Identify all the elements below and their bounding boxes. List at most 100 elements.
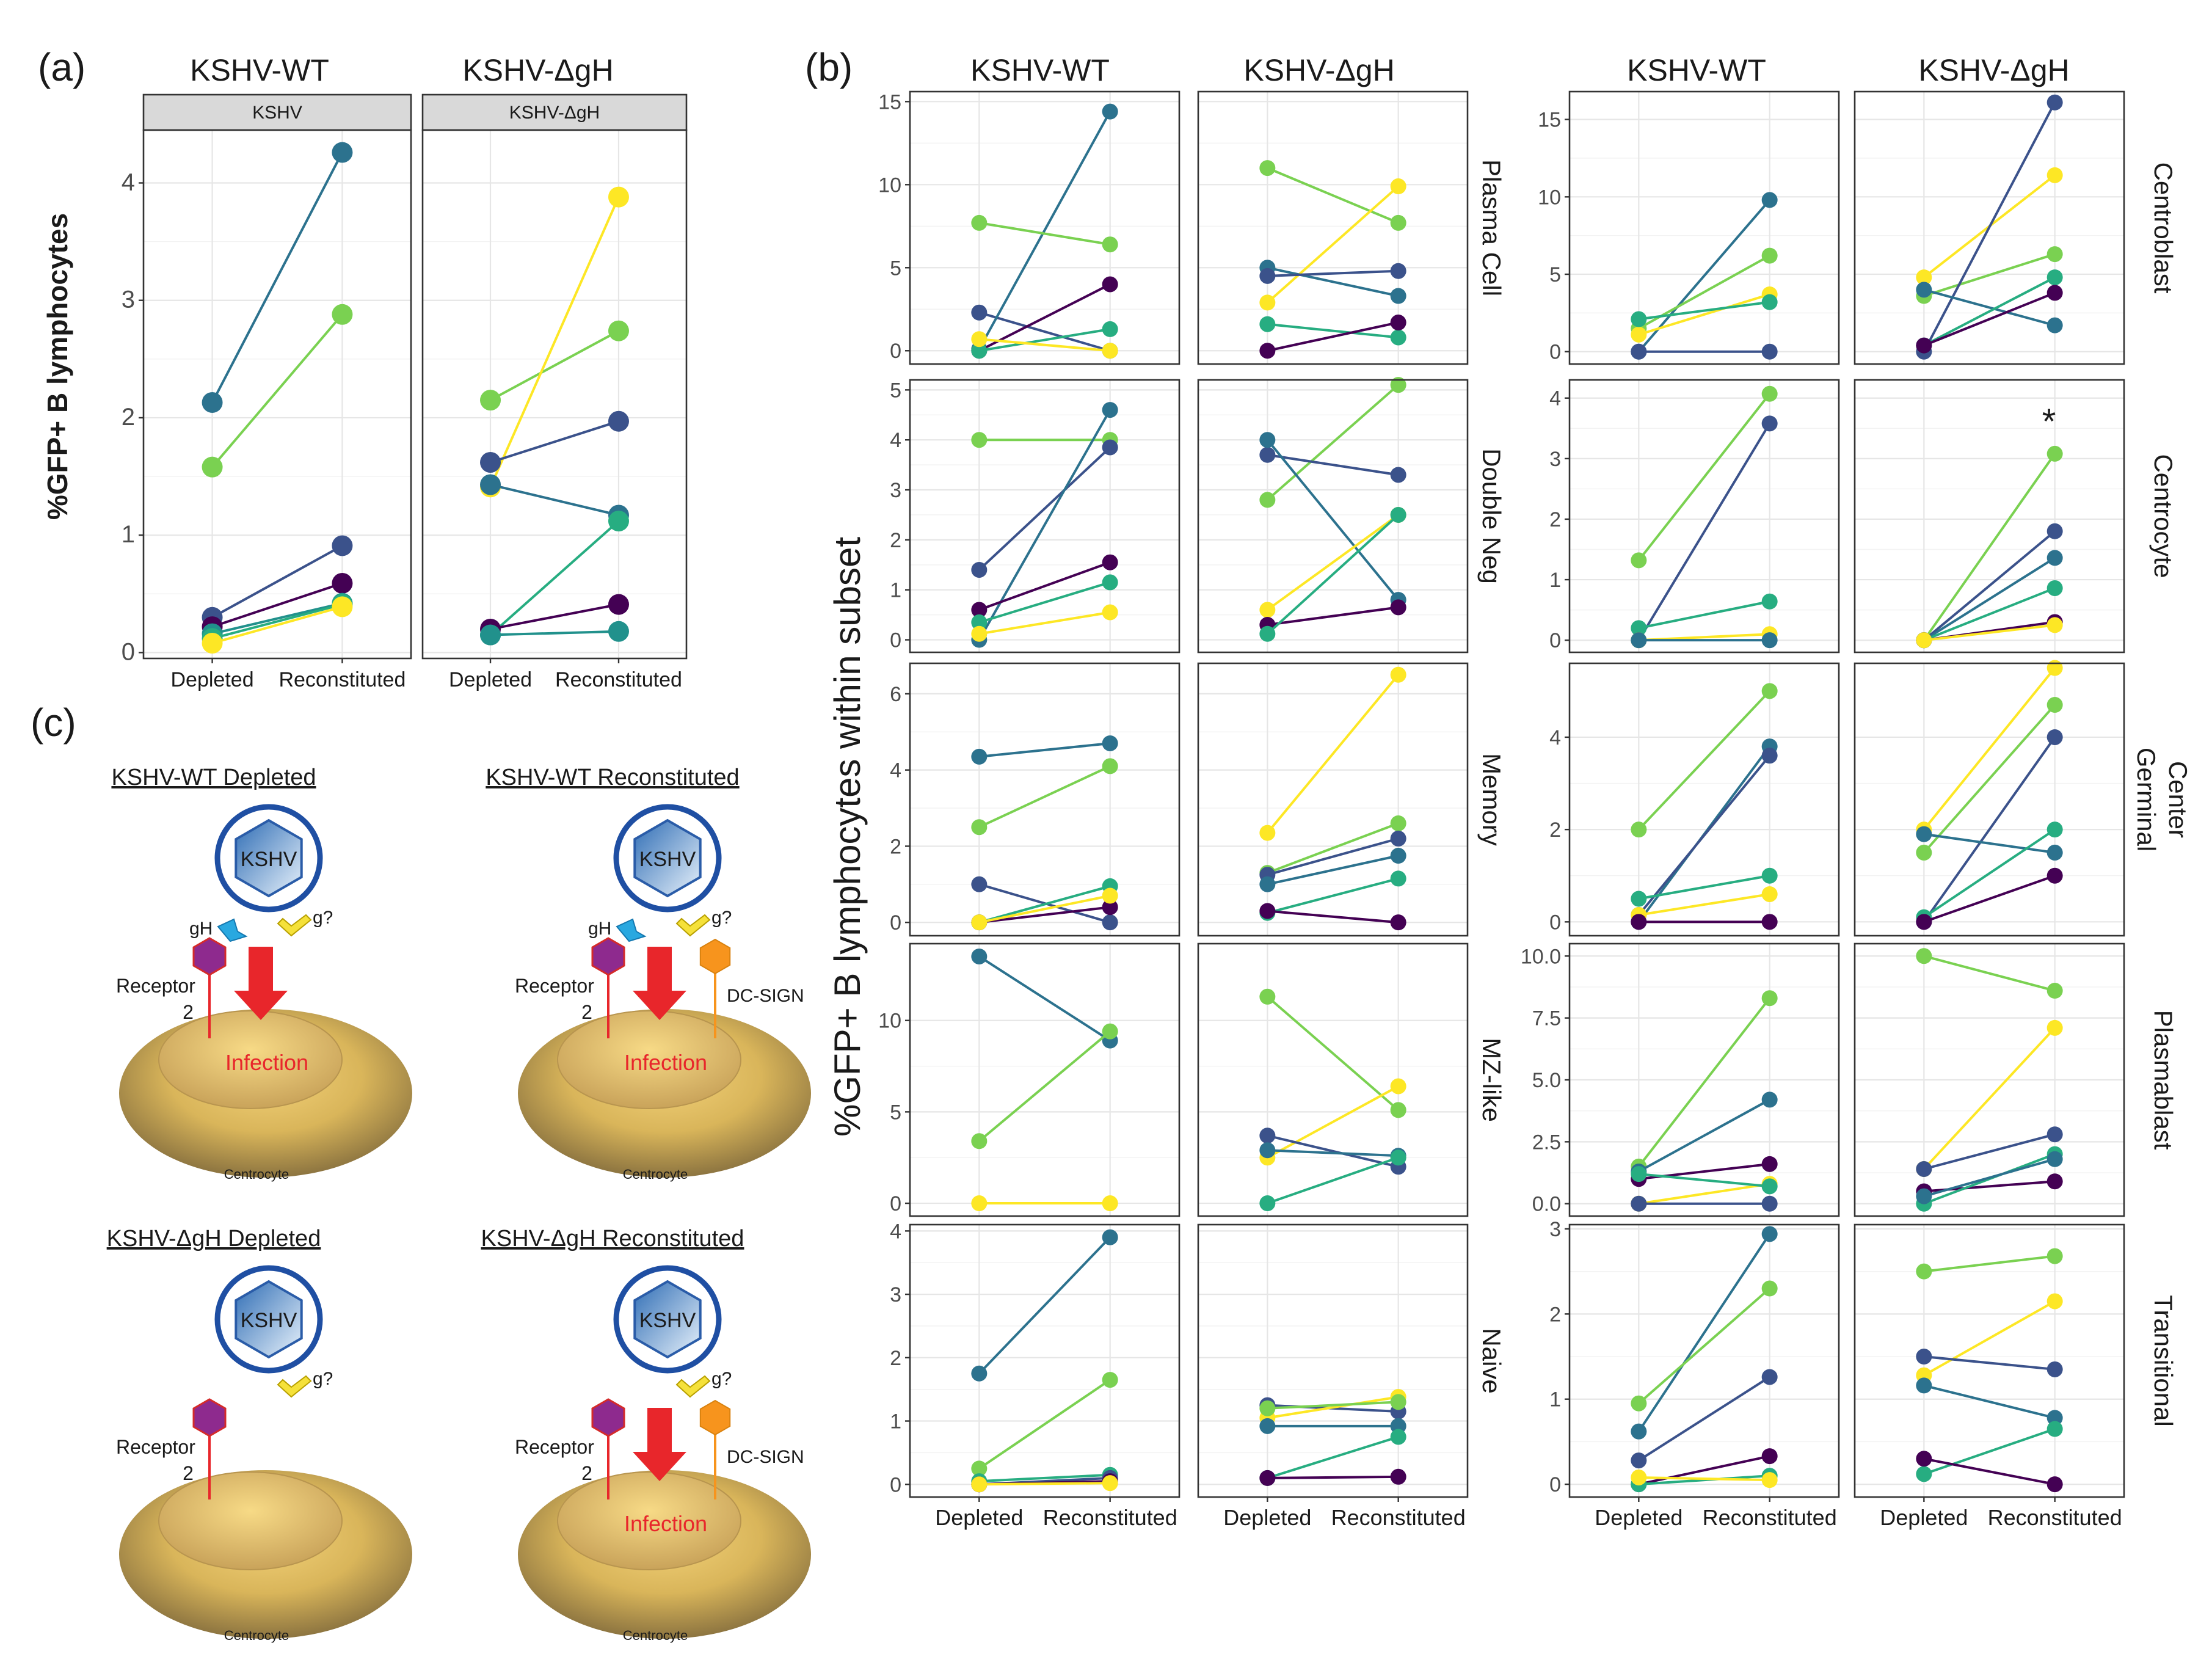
panel-a-y-axis-label: %GFP+ B lymphocytes [42, 213, 73, 520]
series-line [1638, 1288, 1770, 1405]
left-row-label: Naive [1477, 1328, 1506, 1393]
series-line [1637, 1233, 1771, 1432]
gh-label: gH [189, 919, 213, 939]
data-point-reconstituted [1102, 1195, 1118, 1212]
right-row-label: Center [2164, 761, 2192, 838]
series-line [1639, 1182, 1770, 1205]
facet-background [423, 130, 686, 658]
data-point-reconstituted [1761, 1280, 1778, 1297]
series-line [1923, 288, 2056, 327]
data-point-reconstituted [1390, 178, 1406, 195]
gq-glycoprotein [277, 1375, 312, 1398]
series-line [1267, 185, 1399, 304]
gq-label: g? [313, 1369, 333, 1389]
x-tick-label: Depleted [449, 668, 532, 691]
series-line [978, 311, 1111, 352]
panel-b-col-title-2: KSHV-ΔgH [1243, 53, 1394, 87]
data-point-reconstituted [1390, 329, 1406, 346]
panel-b-facet-r4-c2 [1197, 942, 1469, 1217]
data-point-depleted [1631, 1423, 1647, 1440]
data-point-reconstituted [1761, 247, 1778, 264]
series-line [1267, 909, 1399, 924]
series-line [978, 955, 1111, 1042]
facet-background [1570, 1225, 1839, 1497]
data-point-depleted [1916, 948, 1932, 964]
virus-capsid [633, 818, 702, 898]
panel-b-facet-r2-c3: 0 1 2 3 4 [1549, 379, 1840, 654]
panel-b-facet-r1-c2 [1197, 90, 1469, 365]
data-point-reconstituted [2046, 1173, 2063, 1190]
series-line [1923, 101, 2056, 352]
series-line [1267, 837, 1399, 876]
receptor-label: Receptor [116, 975, 195, 997]
data-point-depleted [1916, 844, 1932, 861]
scheme-2: Centrocyte KSHV g? gH Receptor 2 DC-SIGN Infect… [515, 804, 811, 1182]
series-line [1637, 199, 1771, 353]
series-line [978, 446, 1111, 571]
data-point-reconstituted [2046, 844, 2063, 861]
series-line [1923, 1427, 2056, 1476]
data-point-depleted [971, 561, 988, 578]
data-point-reconstituted [1390, 1394, 1406, 1410]
cell-label: Centrocyte [224, 1167, 289, 1182]
data-point-depleted [1259, 625, 1276, 642]
data-point-depleted [1631, 1166, 1647, 1182]
series-line [490, 483, 619, 517]
data-point-reconstituted [2046, 617, 2063, 633]
facet-frame [1854, 90, 2125, 365]
series-line [1923, 253, 2056, 297]
facet-frame [909, 662, 1181, 937]
series-line [1637, 754, 1771, 916]
data-point-reconstituted [332, 142, 353, 163]
data-point-reconstituted [1390, 214, 1406, 231]
data-point-depleted [1631, 914, 1647, 930]
data-point-reconstituted [2046, 1248, 2063, 1264]
y-tick-label: 10 [878, 173, 901, 197]
right-row-label: Transitional [2149, 1295, 2178, 1427]
right-row-label: Plasmablast [2149, 1010, 2178, 1150]
data-point-depleted [1916, 1377, 1932, 1394]
series-line [1923, 291, 2056, 347]
facet-frame [909, 1223, 1181, 1498]
data-point-depleted [1916, 337, 1932, 354]
gq-label: g? [711, 908, 732, 928]
data-point-reconstituted [1390, 848, 1406, 864]
receptor-2 [591, 937, 625, 976]
series-line [1923, 453, 2056, 641]
data-point-reconstituted [2046, 822, 2063, 838]
facet-background [1855, 663, 2124, 936]
x-tick-label: Depleted [1223, 1505, 1311, 1530]
series-line [1266, 439, 1400, 601]
data-point-depleted [1916, 1466, 1932, 1482]
series-line [1267, 384, 1399, 501]
series-line [1923, 1157, 2056, 1198]
series-line [490, 420, 619, 464]
data-point-depleted [1631, 1395, 1647, 1412]
panel-b-chart: %GFP+ B lymphocytes within subset KSHV-W… [827, 53, 2192, 1530]
facet-background [1855, 380, 2124, 652]
data-point-depleted [971, 1365, 988, 1382]
data-point-reconstituted [2046, 1151, 2063, 1167]
facet-background [910, 380, 1179, 652]
data-point-depleted [1259, 1470, 1276, 1486]
y-tick-label: 5 [890, 1101, 901, 1124]
y-tick-label: 2 [1549, 1303, 1561, 1326]
series-line [979, 611, 1110, 635]
data-point-reconstituted [1761, 415, 1778, 432]
y-tick-label: 15 [878, 90, 901, 114]
facet-frame [1568, 90, 1840, 365]
y-tick-label: 2 [890, 835, 901, 858]
scheme-title-dgh-depleted: KSHV-ΔgH Depleted [107, 1226, 321, 1252]
data-point-reconstituted [1102, 236, 1118, 253]
data-point-reconstituted [2046, 550, 2063, 566]
series-line [1923, 704, 2056, 854]
gq-glycoprotein [277, 914, 312, 937]
data-point-reconstituted [2046, 317, 2063, 333]
receptor-number: 2 [183, 1001, 194, 1023]
series-line [1267, 822, 1399, 874]
data-point-depleted [1916, 1188, 1932, 1204]
panel-b-facet-r5-c1: 0 1 2 3 4 Depleted Reconstituted [890, 1220, 1181, 1530]
panel-b-facet-r1-c4 [1854, 90, 2125, 365]
y-tick-label: 10.0 [1521, 945, 1561, 968]
